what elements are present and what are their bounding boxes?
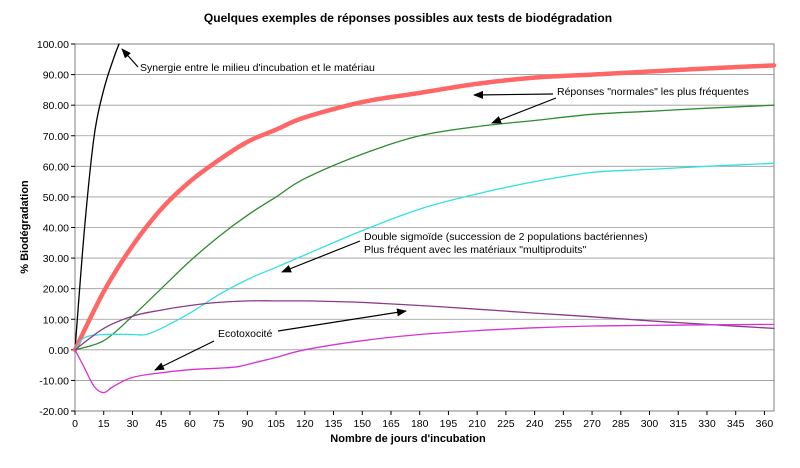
gridlines (75, 43, 774, 412)
y-tick-label: 90.00 (43, 70, 69, 82)
x-tick-label: 360 (756, 418, 774, 430)
y-tick-label: 30.00 (43, 253, 69, 265)
series-line-6 (74, 323, 775, 394)
arrow-ecotox-magenta (154, 340, 215, 371)
x-tick-label: 105 (267, 418, 285, 430)
x-tick-label: 240 (526, 418, 544, 430)
series-line-1 (74, 43, 120, 351)
x-tick-label: 135 (325, 418, 343, 430)
annotation-ecotoxicite: Ecotoxocité (218, 328, 272, 340)
y-tick-label: 0.00 (49, 345, 70, 357)
annotation-normales: Réponses "normales" les plus fréquentes (557, 86, 749, 98)
arrow-normales-red (473, 90, 554, 99)
x-axis-label: Nombre de jours d'incubation (330, 433, 486, 445)
series-line-5 (74, 300, 775, 351)
annotation-multiproduits: Plus fréquent avec les matériaux "multip… (364, 244, 586, 256)
arrow-ecotox-violet (277, 308, 407, 332)
y-tick-label: 80.00 (43, 100, 69, 112)
x-tick-label: 0 (72, 418, 78, 430)
y-tick-label: 100.00 (37, 39, 69, 51)
series-line-4 (74, 162, 775, 351)
y-tick-label: -20.00 (39, 406, 69, 418)
y-tick-label: 70.00 (43, 131, 69, 143)
x-tick-label: 165 (382, 418, 400, 430)
y-axis-ticks: -20.00 -10.00 0.00 10.00 20.00 30.00 40.00 50.0… (37, 39, 75, 418)
x-tick-label: 180 (411, 418, 429, 430)
annotations: Synergie entre le milieu d'incubation et… (121, 48, 749, 371)
arrow-double-sigmoide (281, 240, 361, 273)
x-tick-label: 330 (698, 418, 716, 430)
chart-title: Quelques exemples de réponses possibles … (204, 11, 612, 25)
x-axis-ticks: 0 15 30 45 60 75 90 105 120 135 150 165 180 195 210 225… (72, 411, 773, 430)
x-tick-label: 345 (727, 418, 745, 430)
x-tick-label: 225 (497, 418, 515, 430)
annotation-synergie: Synergie entre le milieu d'incubation et… (140, 62, 375, 74)
x-tick-label: 195 (440, 418, 458, 430)
arrow-normales-green (491, 97, 557, 124)
x-tick-label: 30 (127, 418, 139, 430)
y-tick-label: 10.00 (43, 314, 69, 326)
x-tick-label: 60 (184, 418, 196, 430)
x-tick-label: 15 (98, 418, 110, 430)
x-tick-label: 285 (612, 418, 630, 430)
series-lines (72, 43, 777, 394)
x-tick-label: 90 (242, 418, 254, 430)
x-tick-label: 150 (353, 418, 371, 430)
x-tick-label: 255 (555, 418, 573, 430)
y-tick-label: 60.00 (43, 161, 69, 173)
series-line-3 (74, 104, 775, 351)
y-tick-label: 40.00 (43, 223, 69, 235)
x-tick-label: 120 (296, 418, 314, 430)
x-tick-label: 75 (213, 418, 225, 430)
y-tick-label: 20.00 (43, 284, 69, 296)
x-tick-label: 315 (669, 418, 687, 430)
y-tick-label: 50.00 (43, 192, 69, 204)
x-tick-label: 270 (583, 418, 601, 430)
y-tick-label: -10.00 (39, 375, 69, 387)
arrow-synergie (121, 48, 139, 68)
series-line-2 (72, 63, 777, 353)
y-axis-label: % Biodégradation (19, 180, 31, 274)
annotation-double-sigmoide: Double sigmoïde (succession de 2 populat… (364, 231, 648, 243)
x-tick-label: 45 (155, 418, 167, 430)
x-tick-label: 210 (468, 418, 486, 430)
x-tick-label: 300 (641, 418, 659, 430)
